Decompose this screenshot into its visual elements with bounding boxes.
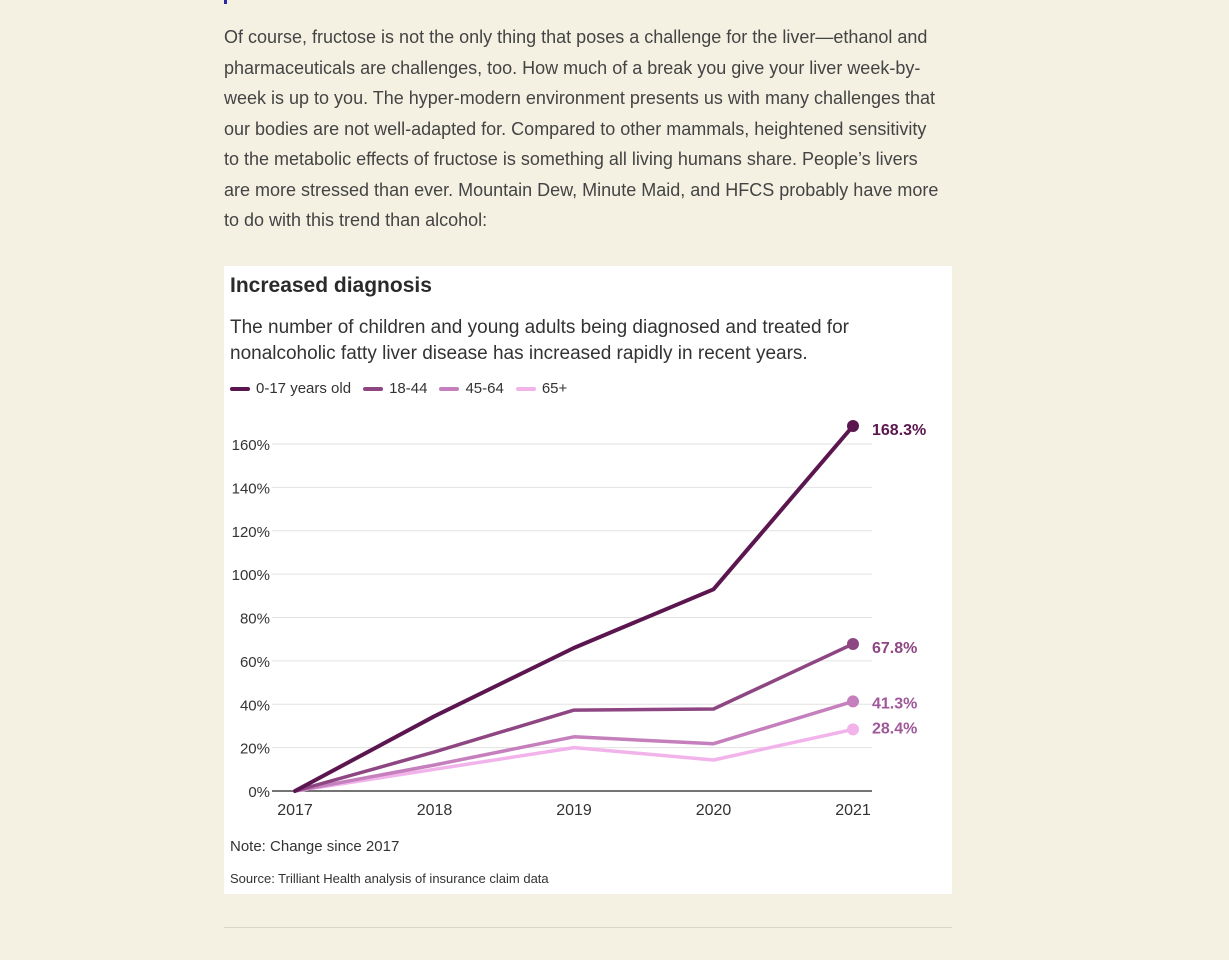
x-tick-label: 2018: [417, 802, 453, 819]
end-value-label: 41.3%: [872, 695, 917, 712]
legend-label: 18-44: [389, 380, 428, 397]
legend-swatch: [515, 386, 536, 391]
link-underline-mark: [224, 0, 227, 4]
series-line-65-: [293, 727, 855, 793]
end-point-marker: [847, 695, 859, 708]
y-tick-label: 80%: [240, 611, 270, 628]
y-tick-label: 0%: [248, 784, 270, 801]
end-point-marker: [847, 419, 859, 432]
y-tick-label: 160%: [232, 437, 270, 454]
legend-item: 0-17 years old: [230, 380, 351, 397]
end-value-label: 168.3%: [872, 422, 926, 439]
series-line-45-64: [293, 699, 855, 793]
legend-item: 45-64: [439, 380, 504, 397]
y-tick-label: 40%: [240, 697, 270, 714]
article-paragraph: Of course, fructose is not the only thin…: [224, 27, 939, 230]
x-tick-label: 2021: [835, 802, 871, 819]
line-chart: 0% 20% 40% 60% 80% 100% 120% 140% 160% 2017 2018 20…: [232, 419, 926, 819]
end-point-marker: [847, 723, 859, 736]
chart-title: Increased diagnosis: [230, 274, 432, 297]
chart-card: Increased diagnosis The number of childr…: [224, 266, 952, 894]
series-line-0-17-years-old: [293, 423, 855, 793]
x-tick-label: 2020: [696, 802, 732, 819]
legend-item: 18-44: [363, 380, 427, 397]
y-tick-label: 120%: [232, 524, 270, 541]
series-line-18-44: [293, 642, 855, 793]
y-tick-label: 60%: [240, 654, 270, 671]
end-point-marker: [847, 637, 859, 650]
y-tick-label: 100%: [232, 567, 270, 584]
y-tick-label: 20%: [240, 741, 270, 758]
end-value-label: 67.8%: [872, 640, 917, 657]
x-tick-label: 2017: [277, 802, 313, 819]
legend-swatch: [439, 386, 460, 391]
legend-label: 65+: [541, 380, 568, 397]
section-divider: [224, 927, 952, 928]
y-tick-label: 140%: [232, 480, 270, 497]
end-value-label: 28.4%: [872, 720, 917, 737]
chart-source: Source: Trilliant Health analysis of ins…: [230, 871, 549, 886]
legend-swatch: [363, 386, 384, 391]
legend-label: 45-64: [465, 380, 504, 397]
chart-subtitle: The number of children and young adults …: [230, 317, 849, 364]
chart-legend: 0-17 years old 18-44 45-64 65+: [230, 380, 567, 397]
legend-item: 65+: [515, 380, 568, 397]
legend-label: 0-17 years old: [256, 380, 352, 397]
x-tick-label: 2019: [556, 802, 592, 819]
legend-swatch: [230, 386, 250, 391]
chart-note: Note: Change since 2017: [230, 838, 400, 855]
